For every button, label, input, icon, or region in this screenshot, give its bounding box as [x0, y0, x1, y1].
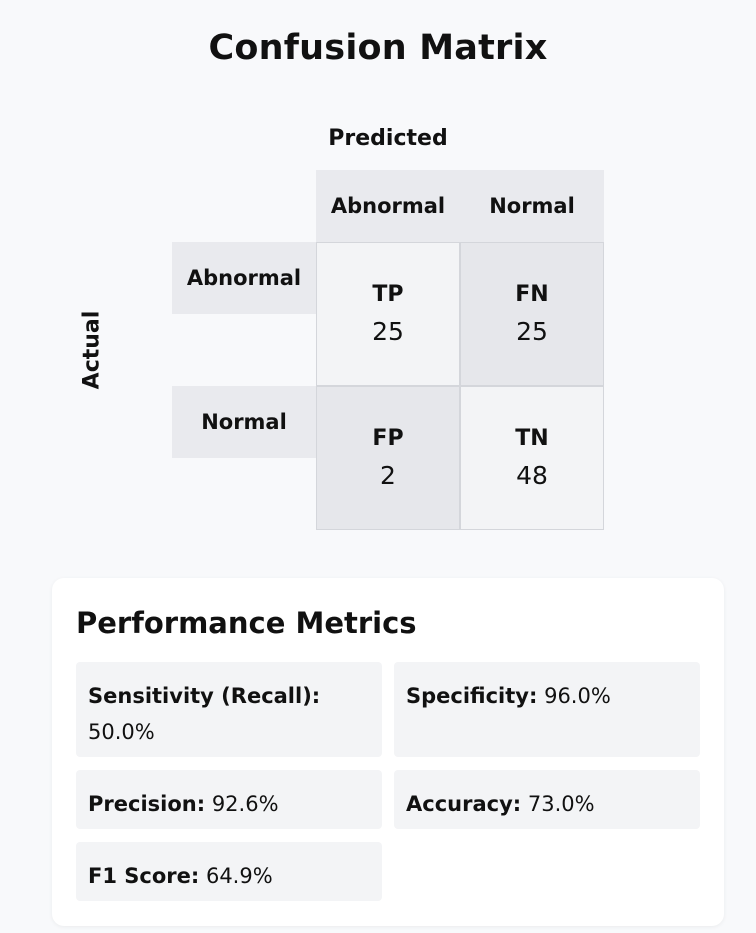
metric-label: Sensitivity (Recall): — [88, 684, 321, 708]
performance-metrics-card: Performance Metrics Sensitivity (Recall)… — [52, 578, 724, 926]
metric-label: F1 Score: — [88, 864, 200, 888]
cell-code: TP — [372, 282, 404, 308]
cell-false-positive: FP 2 — [316, 386, 460, 530]
metric-label: Specificity: — [406, 684, 538, 708]
metric-f1-score: F1 Score: 64.9% — [76, 842, 382, 901]
metric-accuracy: Accuracy: 73.0% — [394, 770, 700, 829]
row-header-normal: Normal — [172, 386, 316, 458]
cell-code: TN — [515, 426, 549, 452]
cell-count: 25 — [372, 316, 404, 346]
cell-true-negative: TN 48 — [460, 386, 604, 530]
cell-code: FN — [515, 282, 549, 308]
metric-precision: Precision: 92.6% — [76, 770, 382, 829]
metric-specificity: Specificity: 96.0% — [394, 662, 700, 757]
metric-value: 64.9% — [205, 864, 273, 888]
cell-code: FP — [372, 426, 404, 452]
predicted-axis-label: Predicted — [328, 126, 448, 151]
cell-count: 48 — [516, 460, 548, 490]
metric-value: 96.0% — [544, 684, 611, 708]
column-header-normal: Normal — [460, 170, 604, 242]
cell-count: 25 — [516, 316, 548, 346]
row-header-abnormal: Abnormal — [172, 242, 316, 314]
cell-true-positive: TP 25 — [316, 242, 460, 386]
actual-axis-label: Actual — [79, 310, 105, 390]
metrics-title: Performance Metrics — [76, 606, 417, 640]
cell-count: 2 — [380, 460, 396, 490]
column-header-abnormal: Abnormal — [316, 170, 460, 242]
metric-label: Precision: — [88, 792, 206, 816]
metric-value: 50.0% — [88, 720, 155, 744]
chart-title: Confusion Matrix — [208, 28, 548, 68]
metric-sensitivity: Sensitivity (Recall): 50.0% — [76, 662, 382, 757]
cell-false-negative: FN 25 — [460, 242, 604, 386]
metric-value: 92.6% — [211, 792, 279, 816]
metric-value: 73.0% — [527, 792, 595, 816]
metric-label: Accuracy: — [406, 792, 522, 816]
